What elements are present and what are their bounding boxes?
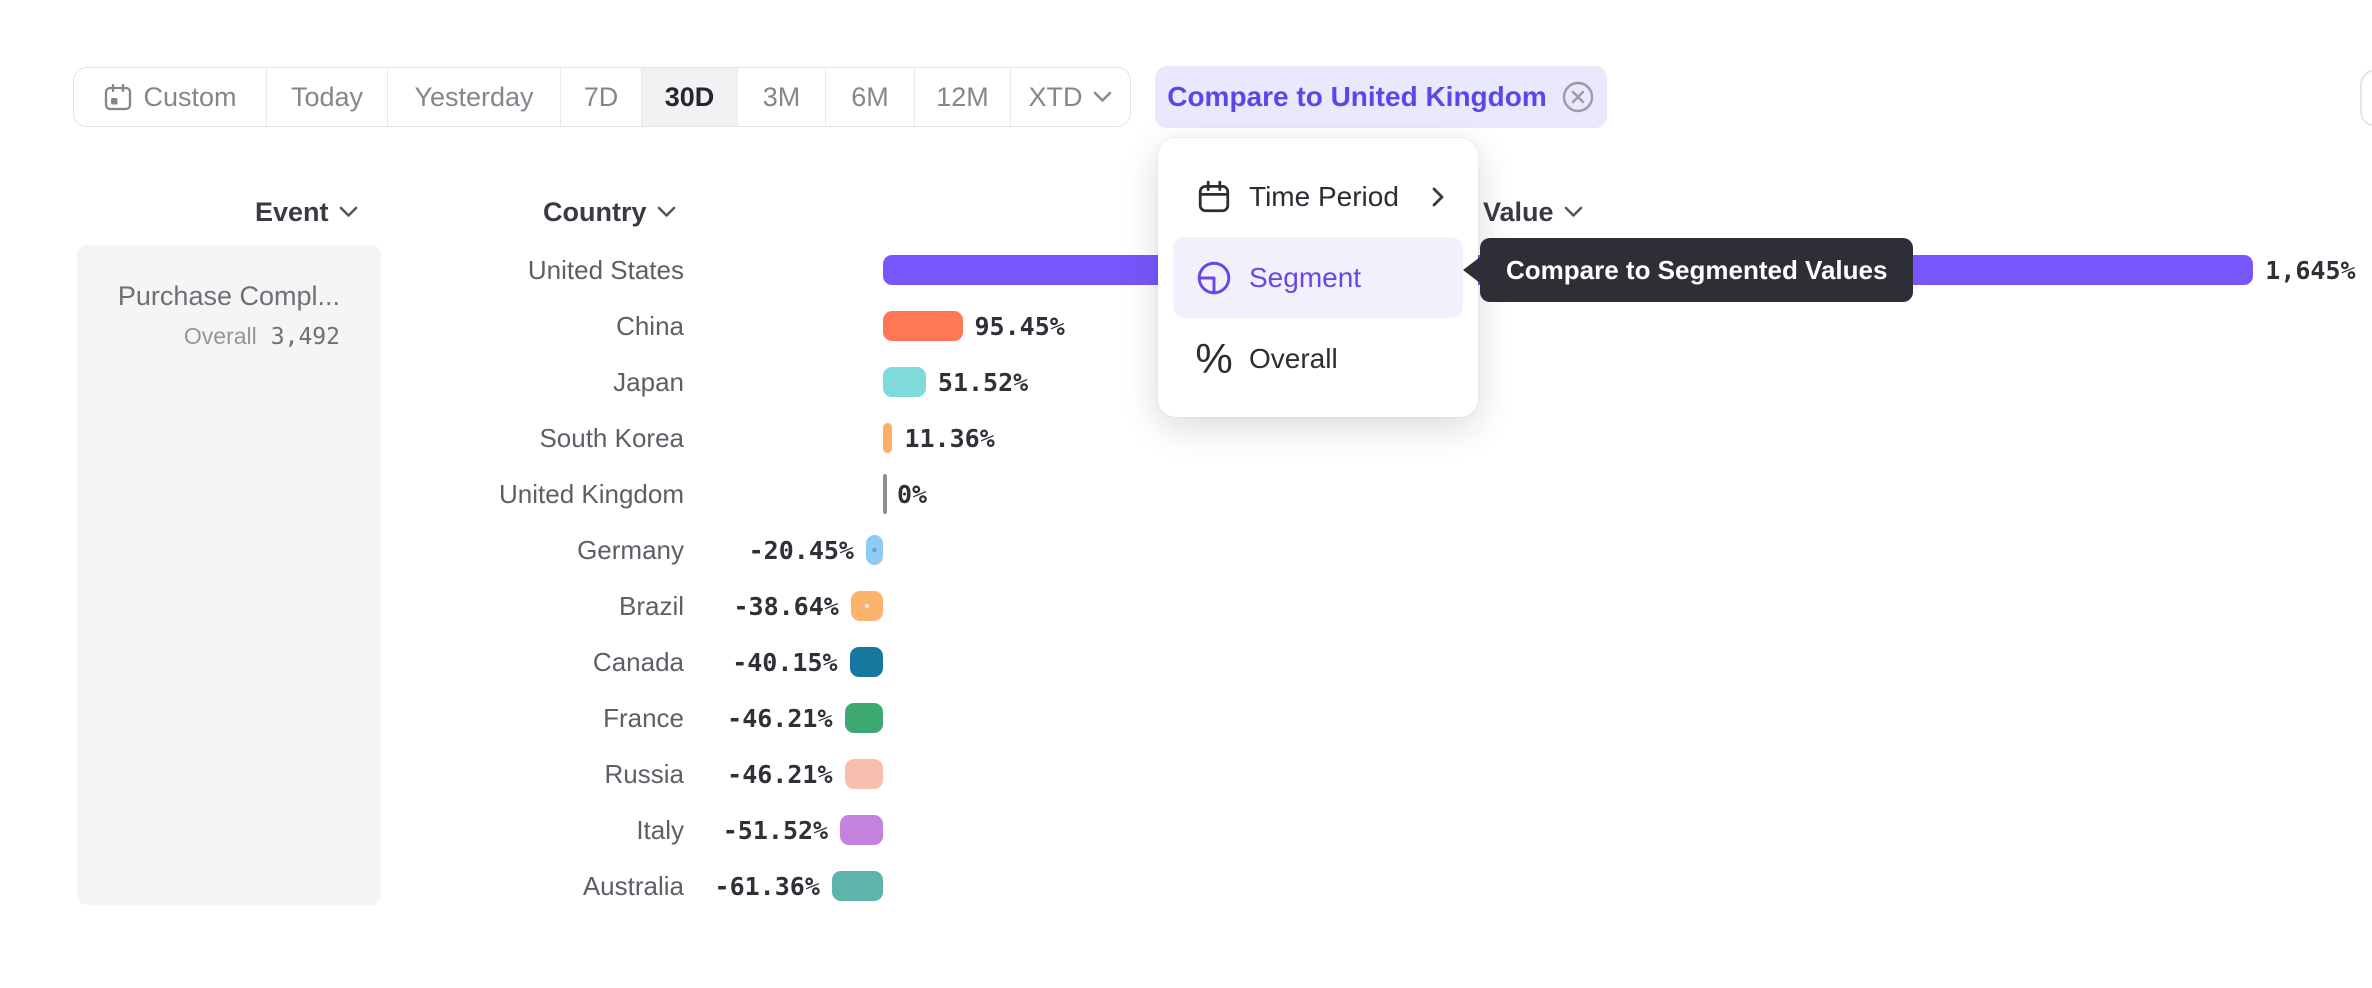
- bar-japan[interactable]: [883, 367, 926, 397]
- event-name: Purchase Compl...: [117, 281, 340, 311]
- value-label: 11.36%: [904, 423, 995, 453]
- chart-row-italy: Italy -51.52%: [0, 802, 2372, 858]
- country-label: Italy: [636, 814, 684, 845]
- value-label: -38.64%: [733, 591, 839, 621]
- bar-south-korea[interactable]: [883, 423, 893, 453]
- country-label: South Korea: [539, 422, 684, 453]
- value-label: -20.45%: [748, 535, 854, 565]
- menu-item-label: Segment: [1249, 261, 1362, 293]
- toolbar-item-label: 30D: [664, 81, 715, 112]
- chevron-down-icon: [1564, 206, 1583, 218]
- column-header-value[interactable]: Value: [1483, 193, 1583, 231]
- menu-item-overall[interactable]: % Overall: [1173, 318, 1463, 399]
- circle-x-icon[interactable]: [1561, 80, 1595, 114]
- tooltip: Compare to Segmented Values: [1463, 238, 1914, 302]
- value-label: -46.21%: [727, 703, 833, 733]
- bar-italy[interactable]: [840, 815, 883, 845]
- value-label: -51.52%: [722, 815, 829, 845]
- event-metric-value: 3,492: [270, 324, 340, 350]
- toolbar-item-label: 3M: [762, 81, 801, 112]
- chart-row-australia: Australia -61.36%: [0, 858, 2372, 914]
- tooltip-arrow-icon: [1463, 257, 1480, 283]
- country-label: Brazil: [618, 590, 684, 621]
- menu-item-time-period[interactable]: Time Period: [1173, 156, 1463, 237]
- country-label: Russia: [604, 758, 684, 789]
- country-label: Canada: [592, 646, 684, 677]
- compare-chip[interactable]: Compare to United Kingdom: [1155, 66, 1607, 128]
- bar-australia[interactable]: [831, 871, 883, 901]
- toolbar-item-label: Today: [290, 81, 364, 112]
- toolbar-item-30d[interactable]: 30D: [641, 68, 737, 126]
- chart-row-france: France -46.21%: [0, 690, 2372, 746]
- column-header-country[interactable]: Country: [543, 193, 676, 231]
- bar-germany[interactable]: [865, 535, 883, 565]
- chevron-down-icon: [657, 206, 676, 218]
- chevron-right-icon: [1431, 185, 1445, 209]
- toolbar-item-today[interactable]: Today: [266, 68, 387, 126]
- country-label: Japan: [613, 366, 684, 397]
- toolbar-item-yesterday[interactable]: Yesterday: [387, 68, 560, 126]
- value-label: 0%: [897, 479, 928, 509]
- bar-russia[interactable]: [844, 759, 883, 789]
- percent-icon: %: [1195, 334, 1233, 382]
- country-label: China: [616, 310, 684, 341]
- zero-baseline-tick: [883, 474, 887, 514]
- chevron-down-icon: [339, 206, 358, 218]
- toolbar-item-3m[interactable]: 3M: [737, 68, 825, 126]
- toolbar-item-label: 12M: [936, 81, 989, 112]
- menu-item-segment[interactable]: Segment: [1173, 237, 1463, 318]
- calendar-icon: [1193, 179, 1235, 215]
- toolbar-item-7d[interactable]: 7D: [560, 68, 641, 126]
- compare-dropdown-menu: Time Period Segment% Overall: [1158, 138, 1478, 417]
- value-label: -61.36%: [714, 871, 820, 901]
- chart-row-china: China 95.45%: [0, 298, 2372, 354]
- country-label: Australia: [582, 870, 684, 901]
- toolbar-item-custom[interactable]: Custom: [74, 68, 266, 126]
- bar-canada[interactable]: [849, 647, 883, 677]
- toolbar-item-label: 6M: [851, 81, 889, 112]
- toolbar-item-6m[interactable]: 6M: [825, 68, 914, 126]
- country-label: Germany: [577, 534, 684, 565]
- chart-row-south-korea: South Korea 11.36%: [0, 410, 2372, 466]
- chart-row-russia: Russia -46.21%: [0, 746, 2372, 802]
- column-header-value-label: Value: [1483, 196, 1554, 227]
- tooltip-text: Compare to Segmented Values: [1480, 238, 1914, 302]
- event-metric-label: Overall: [183, 323, 257, 349]
- column-header-country-label: Country: [543, 196, 647, 227]
- value-label: 1,645%: [2265, 255, 2356, 285]
- value-label: -40.15%: [732, 647, 838, 677]
- country-label: France: [603, 702, 684, 733]
- bar-france[interactable]: [844, 703, 883, 733]
- toolbar-item-label: Yesterday: [414, 81, 534, 112]
- chart-row-canada: Canada -40.15%: [0, 634, 2372, 690]
- menu-item-label: Overall: [1249, 342, 1338, 374]
- value-label: 51.52%: [937, 367, 1029, 397]
- event-card[interactable]: Purchase Compl... Overall 3,492: [77, 245, 381, 905]
- country-label: United Kingdom: [499, 478, 684, 509]
- chevron-down-icon: [1093, 91, 1112, 103]
- calendar-icon: [103, 82, 133, 112]
- toolbar-item-12m[interactable]: 12M: [914, 68, 1010, 126]
- segment-icon: [1193, 259, 1235, 297]
- toolbar-item-label: XTD: [1028, 81, 1083, 112]
- menu-item-label: Time Period: [1249, 180, 1399, 212]
- chart-row-japan: Japan 51.52%: [0, 354, 2372, 410]
- column-header-event[interactable]: Event: [255, 193, 358, 231]
- column-header-event-label: Event: [255, 196, 329, 227]
- date-range-toolbar: Custom Today Yesterday 7D 30D 3M 6M 12M XTD: [73, 67, 1131, 127]
- value-label: -46.21%: [727, 759, 833, 789]
- toolbar-item-xtd[interactable]: XTD: [1010, 68, 1129, 126]
- country-label: United States: [527, 254, 684, 285]
- bar-china[interactable]: [883, 311, 963, 341]
- event-metric: Overall 3,492: [77, 323, 340, 350]
- toolbar-item-label: 7D: [583, 81, 619, 112]
- chart-row-united-kingdom: United Kingdom 0%: [0, 466, 2372, 522]
- chart-row-brazil: Brazil -38.64%: [0, 578, 2372, 634]
- value-label: 95.45%: [974, 311, 1065, 341]
- compare-chip-label: Compare to United Kingdom: [1167, 81, 1547, 112]
- bar-brazil[interactable]: [850, 591, 883, 621]
- chart-row-germany: Germany -20.45%: [0, 522, 2372, 578]
- toolbar-item-label: Custom: [143, 81, 237, 112]
